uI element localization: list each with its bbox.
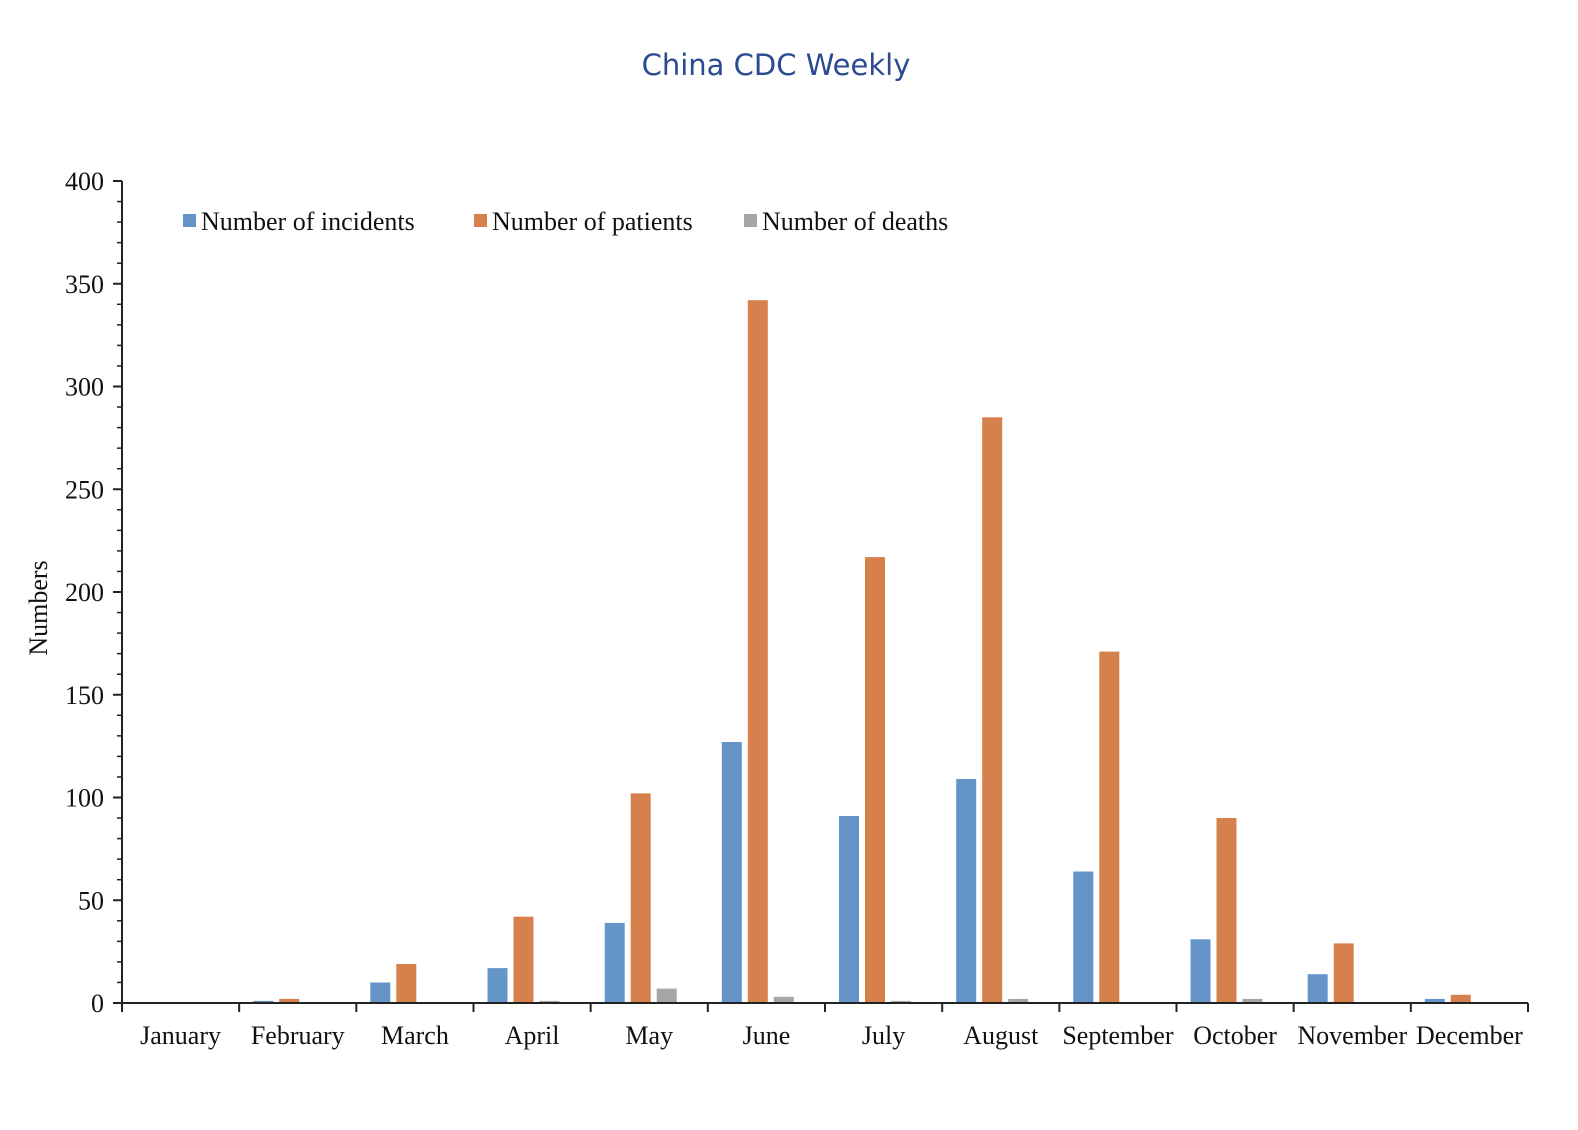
legend-item-2: Number of patients <box>474 207 693 236</box>
bar-2-february <box>279 998 300 1003</box>
bar-2-november <box>1333 943 1354 1003</box>
bar-1-december <box>1424 998 1445 1003</box>
x-tick-label-may: May <box>625 1021 673 1050</box>
bar-3-july <box>891 1000 911 1003</box>
bar-1-march <box>370 982 391 1003</box>
x-tick-label-march: March <box>381 1021 449 1050</box>
y-tick-label: 150 <box>65 681 104 710</box>
y-axis-label: Numbers <box>24 560 53 655</box>
y-tick-label: 200 <box>65 578 104 607</box>
legend-item-3: Number of deaths <box>744 207 948 236</box>
bar-2-may <box>630 793 651 1003</box>
bar-3-april <box>539 1000 560 1003</box>
x-tick-label-april: April <box>505 1021 560 1050</box>
bar-2-april <box>513 916 534 1003</box>
y-tick-label: 400 <box>65 167 104 196</box>
legend: Number of incidents Number of patients Num… <box>183 207 948 236</box>
bar-1-august <box>956 779 977 1003</box>
legend-swatch <box>183 214 196 227</box>
y-tick-label: 300 <box>65 373 104 402</box>
x-tick-label-september: September <box>1062 1021 1174 1050</box>
bar-2-march <box>396 964 417 1003</box>
y-tick-label: 0 <box>91 989 104 1018</box>
bar-2-december <box>1450 994 1471 1003</box>
bar-1-september <box>1073 871 1094 1003</box>
bar-2-september <box>1099 651 1120 1003</box>
x-tick-label-december: December <box>1416 1021 1523 1050</box>
legend-label: Number of deaths <box>762 207 948 236</box>
legend-swatch <box>744 214 757 227</box>
bar-3-october <box>1242 998 1263 1003</box>
y-tick-label: 50 <box>78 886 104 915</box>
bar-2-october <box>1216 818 1237 1003</box>
bar-1-may <box>604 922 625 1003</box>
x-tick-label-june: June <box>743 1021 791 1050</box>
journal-title: China CDC Weekly <box>642 48 911 82</box>
x-tick-label-july: July <box>862 1021 905 1050</box>
bar-1-april <box>487 968 508 1003</box>
bar-3-may <box>656 988 677 1003</box>
x-tick-label-august: August <box>963 1021 1039 1050</box>
bar-1-november <box>1307 974 1328 1003</box>
x-tick-label-october: October <box>1193 1021 1277 1050</box>
bars-layer <box>253 300 1471 1003</box>
bar-1-february <box>253 1000 274 1003</box>
bar-1-june <box>721 742 742 1003</box>
legend-label: Number of patients <box>492 207 693 236</box>
bar-3-june <box>773 996 794 1003</box>
y-tick-label: 350 <box>65 270 104 299</box>
bar-1-july <box>839 816 859 1003</box>
bar-2-june <box>747 300 768 1003</box>
legend-item-1: Number of incidents <box>183 207 415 236</box>
bar-2-august <box>982 417 1003 1003</box>
bar-2-july <box>865 557 885 1003</box>
y-tick-label: 250 <box>65 475 104 504</box>
bar-3-august <box>1008 998 1029 1003</box>
x-tick-label-january: January <box>140 1021 221 1050</box>
bar-1-october <box>1190 939 1211 1003</box>
x-tick-label-february: February <box>251 1021 345 1050</box>
legend-swatch <box>474 214 487 227</box>
axes-layer: 0 50 100 150 200 250 300 350 400 January February M… <box>65 167 1529 1050</box>
x-tick-label-november: November <box>1297 1021 1407 1050</box>
legend-label: Number of incidents <box>201 207 415 236</box>
y-tick-label: 100 <box>65 784 104 813</box>
